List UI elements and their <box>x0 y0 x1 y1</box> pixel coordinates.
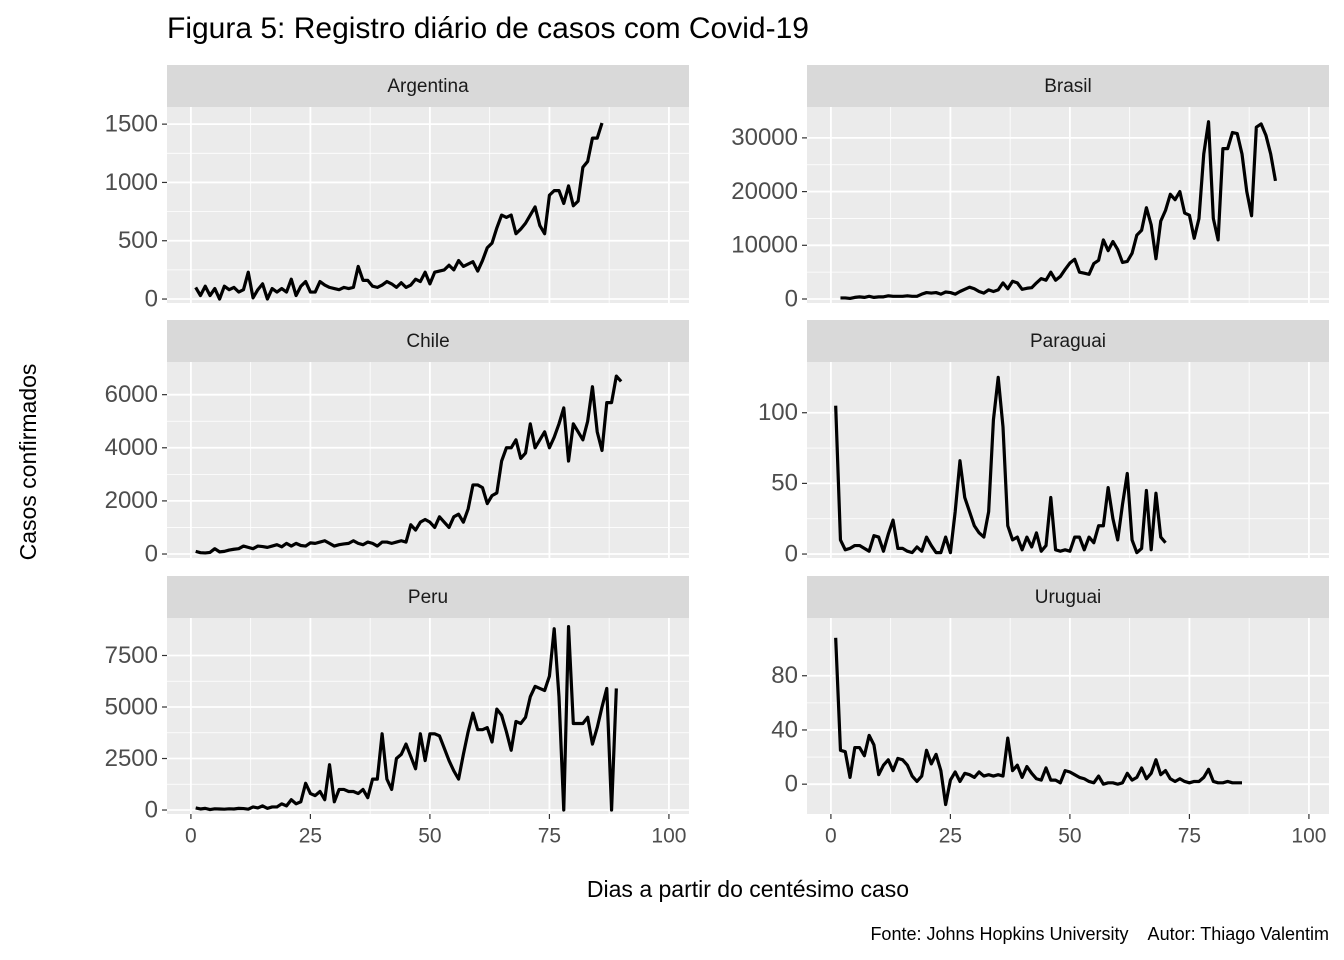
y-tick-label: 0 <box>145 285 158 312</box>
y-tick-label: 20000 <box>731 178 798 205</box>
series-line <box>834 375 1167 555</box>
strip <box>167 320 689 362</box>
y-tick-label: 80 <box>771 662 798 689</box>
chart-title: Figura 5: Registro diário de casos com C… <box>167 12 809 45</box>
y-tick-label: 1000 <box>105 169 158 196</box>
y-tick-label: 100 <box>758 399 798 426</box>
y-tick-label: 1500 <box>105 110 158 137</box>
y-tick-label: 30000 <box>731 124 798 151</box>
x-tick-label: 100 <box>1291 825 1326 848</box>
y-axis-title: Casos confirmados <box>15 364 41 561</box>
y-tick-label: 50 <box>771 470 798 497</box>
y-tick-label: 500 <box>118 227 158 254</box>
y-tick-label: 0 <box>785 540 798 567</box>
strip <box>807 320 1329 362</box>
panel-background <box>807 107 1329 303</box>
series-line <box>195 625 618 812</box>
x-axis-title: Dias a partir do centésimo caso <box>587 876 909 902</box>
panel-background <box>167 618 689 814</box>
strip-label: Argentina <box>387 76 469 97</box>
strip <box>167 65 689 107</box>
y-tick-label: 0 <box>785 771 798 798</box>
y-tick-label: 10000 <box>731 232 798 259</box>
x-tick-label: 0 <box>185 825 197 848</box>
caption: Fonte: Johns Hopkins University Autor: T… <box>870 924 1329 944</box>
strip-label: Uruguai <box>1035 587 1102 608</box>
strip-label: Peru <box>408 587 448 608</box>
y-tick-label: 0 <box>785 285 798 312</box>
panel-background <box>167 107 689 303</box>
panel-background <box>807 362 1329 558</box>
strip-label: Chile <box>406 331 449 352</box>
y-tick-label: 2000 <box>105 487 158 514</box>
x-tick-label: 75 <box>538 825 561 848</box>
x-tick-label: 25 <box>299 825 322 848</box>
x-tick-label: 75 <box>1178 825 1201 848</box>
x-tick-label: 100 <box>651 825 686 848</box>
y-tick-label: 0 <box>145 796 158 823</box>
x-tick-label: 50 <box>1058 825 1081 848</box>
series-line <box>834 637 1242 807</box>
y-tick-label: 7500 <box>105 642 158 669</box>
series-line <box>840 120 1278 301</box>
panel-background <box>167 362 689 558</box>
strip <box>167 576 689 618</box>
strip-label: Paraguai <box>1030 331 1106 352</box>
x-tick-label: 50 <box>418 825 441 848</box>
y-tick-label: 40 <box>771 716 798 743</box>
y-tick-label: 2500 <box>105 745 158 772</box>
series-line <box>194 122 604 301</box>
strip-label: Brasil <box>1044 76 1092 97</box>
x-tick-label: 0 <box>825 825 837 848</box>
y-tick-label: 0 <box>145 540 158 567</box>
y-tick-label: 4000 <box>105 434 158 461</box>
strip <box>807 65 1329 107</box>
y-tick-label: 6000 <box>105 381 158 408</box>
y-tick-label: 5000 <box>105 693 158 720</box>
series-line <box>195 374 623 555</box>
strip <box>807 576 1329 618</box>
x-tick-label: 25 <box>939 825 962 848</box>
